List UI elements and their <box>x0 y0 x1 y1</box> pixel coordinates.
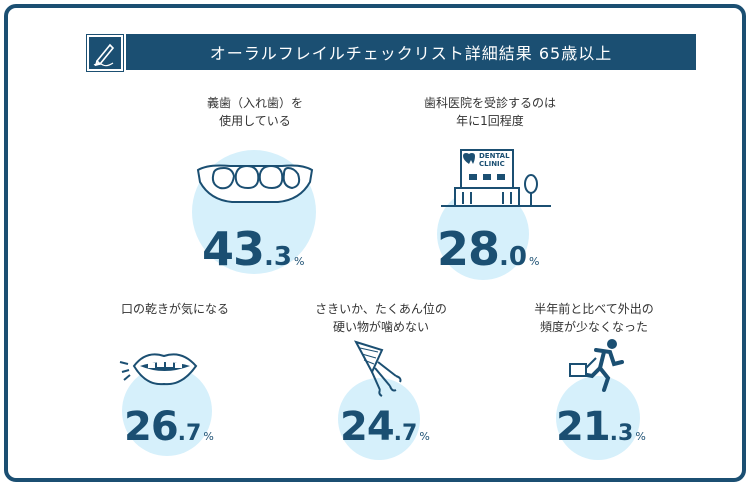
stat-label: 歯科医院を受診するのは 年に1回程度 <box>423 96 556 128</box>
stat-label: さきいか、たくあん位の 硬い物が噛めない <box>315 302 447 334</box>
stat-going-out: 半年前と比べて外出の 頻度が少なくなった 21.3% <box>504 300 684 460</box>
mouth-icon <box>119 353 198 386</box>
header: オーラルフレイルチェックリスト詳細結果 65歳以上 <box>86 34 698 72</box>
stat-value: 28.0% <box>437 222 540 276</box>
pen-icon <box>86 34 124 72</box>
squid-icon <box>353 340 402 397</box>
stat-hard-foods: さきいか、たくあん位の 硬い物が噛めない 24.7% <box>296 300 466 460</box>
dental-clinic-icon <box>441 149 551 207</box>
stat-circle <box>556 376 640 460</box>
stat-value: 21.3% <box>556 404 646 450</box>
running-person-icon <box>569 339 624 392</box>
stat-value: 24.7% <box>340 404 430 450</box>
stat-dentures: 義歯（入れ歯）を 使用している 43.3% <box>150 94 360 284</box>
stat-value: 26.7% <box>124 404 214 450</box>
stat-label: 半年前と比べて外出の 頻度が少なくなった <box>534 302 654 334</box>
stat-dental-clinic: 歯科医院を受診するのは 年に1回程度 DENTAL CLINIC 28.0% <box>385 94 595 284</box>
stat-value: 43.3% <box>202 222 305 276</box>
stat-label: 義歯（入れ歯）を 使用している <box>206 96 303 128</box>
stat-label: 口の乾きが気になる <box>120 302 229 316</box>
page-title: オーラルフレイルチェックリスト詳細結果 65歳以上 <box>126 34 696 70</box>
clinic-sign: DENTAL CLINIC <box>479 152 510 168</box>
stat-dry-mouth: 口の乾きが気になる 26.7% <box>90 300 260 460</box>
denture-icon <box>196 164 314 203</box>
